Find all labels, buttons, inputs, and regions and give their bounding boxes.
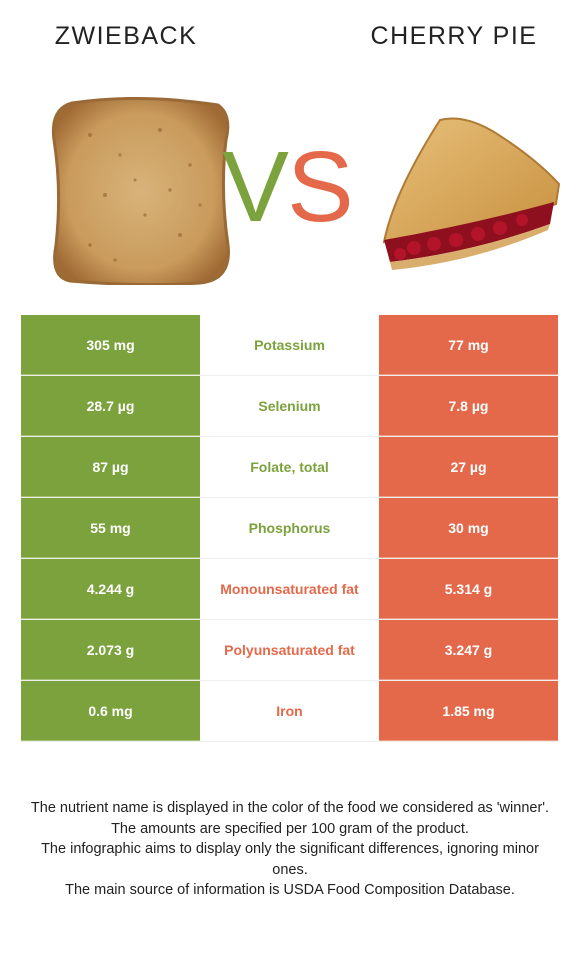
footnote: The nutrient name is displayed in the co…	[30, 798, 550, 901]
cherry-pie-image	[382, 117, 561, 270]
right-value: 7.8 µg	[379, 376, 558, 436]
footnote-line-2: The amounts are specified per 100 gram o…	[111, 820, 469, 837]
right-value: 77 mg	[379, 315, 558, 375]
table-row: 305 mg Potassium 77 mg	[21, 315, 558, 376]
comparison-table: 305 mg Potassium 77 mg 28.7 µg Selenium 7.8 µ…	[21, 315, 558, 742]
left-value: 28.7 µg	[21, 376, 200, 436]
table-row: 55 mg Phosphorus 30 mg	[21, 498, 558, 559]
vs-v-letter: V	[222, 131, 289, 243]
nutrient-name: Polyunsaturated fat	[200, 620, 379, 680]
footnote-line-4: The main source of information is USDA F…	[65, 882, 515, 898]
footnote-line-1: The nutrient name is displayed in the co…	[30, 800, 550, 816]
right-value: 30 mg	[379, 498, 558, 558]
zwieback-image	[51, 96, 230, 285]
nutrient-name: Potassium	[200, 315, 379, 375]
left-value: 305 mg	[21, 315, 200, 375]
left-value: 2.073 g	[21, 620, 200, 680]
nutrient-name: Monounsaturated fat	[200, 559, 379, 619]
vs-s-letter: S	[287, 131, 354, 243]
right-food-title: CHERRY PIE	[370, 22, 538, 50]
left-value: 87 µg	[21, 437, 200, 497]
left-value: 4.244 g	[21, 559, 200, 619]
table-row: 4.244 g Monounsaturated fat 5.314 g	[21, 559, 558, 620]
table-row: 28.7 µg Selenium 7.8 µg	[21, 376, 558, 437]
nutrient-name: Folate, total	[200, 437, 379, 497]
left-value: 0.6 mg	[21, 681, 200, 741]
table-row: 0.6 mg Iron 1.85 mg	[21, 681, 558, 742]
right-value: 1.85 mg	[379, 681, 558, 741]
left-food-title: ZWIEBACK	[54, 22, 198, 50]
right-value: 3.247 g	[379, 620, 558, 680]
footnote-line-3: The infographic aims to display only the…	[41, 841, 539, 878]
nutrient-name: Selenium	[200, 376, 379, 436]
nutrient-name: Iron	[200, 681, 379, 741]
left-value: 55 mg	[21, 498, 200, 558]
right-value: 27 µg	[379, 437, 558, 497]
right-value: 5.314 g	[379, 559, 558, 619]
table-row: 87 µg Folate, total 27 µg	[21, 437, 558, 498]
vs-label: VS	[222, 131, 354, 243]
table-row: 2.073 g Polyunsaturated fat 3.247 g	[21, 620, 558, 681]
nutrient-name: Phosphorus	[200, 498, 379, 558]
